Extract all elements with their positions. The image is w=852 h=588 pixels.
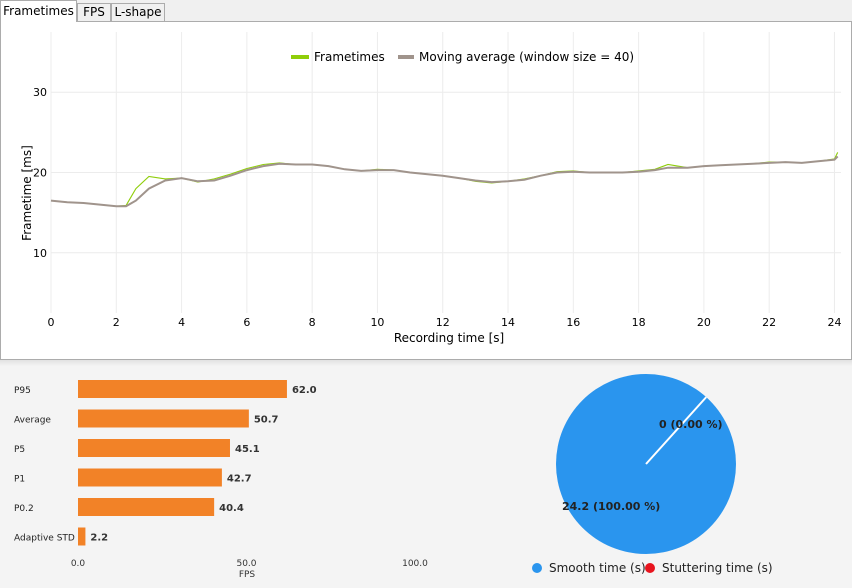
legend-dot-stuttering bbox=[645, 563, 655, 573]
legend-label-stuttering: Stuttering time (s) bbox=[662, 561, 773, 575]
pie-legend: Smooth time (s) Stuttering time (s) bbox=[532, 561, 773, 575]
bar bbox=[78, 468, 222, 487]
bar-category-label: P0.2 bbox=[14, 504, 34, 514]
tab-fps[interactable]: FPS bbox=[77, 3, 111, 22]
frametimes-grid bbox=[50, 32, 841, 313]
x-tick-label: 18 bbox=[632, 316, 646, 329]
x-tick-label: 6 bbox=[243, 316, 250, 329]
fps-bar-chart: P95 62.0 Average 50.7 P5 45.1 P1 42.7 P0.2 40.4 Ad… bbox=[14, 380, 428, 569]
bar-x-axis-title: FPS bbox=[239, 570, 256, 580]
tab-frametimes[interactable]: Frametimes bbox=[0, 0, 77, 22]
legend-label-moving-average: Moving average (window size = 40) bbox=[419, 50, 634, 64]
tab-l-shape[interactable]: L-shape bbox=[111, 3, 165, 22]
x-tick-label: 20 bbox=[697, 316, 711, 329]
stutter-pie-chart: 0 (0.00 %) 24.2 (100.00 %) bbox=[556, 374, 736, 554]
bar-category-label: P1 bbox=[14, 475, 25, 485]
bar-category-label: P95 bbox=[14, 386, 31, 396]
bar-category-label: Adaptive STD bbox=[14, 534, 75, 544]
bar bbox=[78, 380, 287, 398]
y-tick-label: 20 bbox=[33, 167, 47, 180]
bar-category-label: Average bbox=[14, 416, 51, 426]
bar bbox=[78, 409, 249, 428]
y-tick-label: 30 bbox=[33, 86, 47, 99]
frametimes-panel: 0 2 4 6 8 10 12 14 16 18 20 22 24 10 20 30 Frametimes M… bbox=[0, 21, 852, 360]
x-tick-label: 22 bbox=[762, 316, 776, 329]
bar-value-label: 50.7 bbox=[254, 415, 279, 426]
bar bbox=[78, 498, 215, 516]
y-axis-title: Frametime [ms] bbox=[20, 145, 34, 241]
bar-x-tick-label: 0.0 bbox=[71, 559, 86, 569]
x-tick-label: 8 bbox=[309, 316, 316, 329]
pie-label-stuttering: 0 (0.00 %) bbox=[659, 418, 723, 431]
bar bbox=[78, 439, 230, 457]
bar-category-label: P5 bbox=[14, 445, 25, 455]
statistics-charts: P95 62.0 Average 50.7 P5 45.1 P1 42.7 P0.2 40.4 Ad… bbox=[14, 374, 773, 580]
moving-average-series-line bbox=[50, 155, 839, 208]
bar bbox=[78, 527, 86, 546]
bar-value-label: 40.4 bbox=[219, 503, 244, 514]
bar-x-tick-label: 100.0 bbox=[402, 559, 428, 569]
x-tick-label: 12 bbox=[436, 316, 450, 329]
x-tick-label: 2 bbox=[113, 316, 120, 329]
bar-value-label: 45.1 bbox=[235, 444, 260, 455]
x-tick-label: 4 bbox=[178, 316, 185, 329]
x-tick-label: 16 bbox=[566, 316, 580, 329]
bar-value-label: 42.7 bbox=[227, 474, 252, 485]
legend-label-frametimes: Frametimes bbox=[314, 50, 385, 64]
legend-dot-smooth bbox=[532, 563, 542, 573]
x-tick-label: 24 bbox=[827, 316, 841, 329]
tab-bar: Frametimes FPS L-shape bbox=[0, 0, 852, 22]
legend-label-smooth: Smooth time (s) bbox=[549, 561, 646, 575]
y-tick-label: 10 bbox=[33, 247, 47, 260]
pie-slice-stuttering bbox=[645, 396, 707, 465]
x-tick-label: 10 bbox=[370, 316, 384, 329]
x-tick-label: 0 bbox=[48, 316, 55, 329]
pie-label-smooth: 24.2 (100.00 %) bbox=[562, 500, 660, 513]
frametimes-legend: Frametimes Moving average (window size =… bbox=[291, 50, 634, 64]
bar-value-label: 62.0 bbox=[292, 385, 317, 396]
x-axis-title: Recording time [s] bbox=[394, 331, 504, 345]
x-tick-label: 14 bbox=[501, 316, 515, 329]
bar-x-tick-label: 50.0 bbox=[236, 559, 256, 569]
divider bbox=[0, 360, 852, 366]
bar-value-label: 2.2 bbox=[90, 533, 108, 544]
